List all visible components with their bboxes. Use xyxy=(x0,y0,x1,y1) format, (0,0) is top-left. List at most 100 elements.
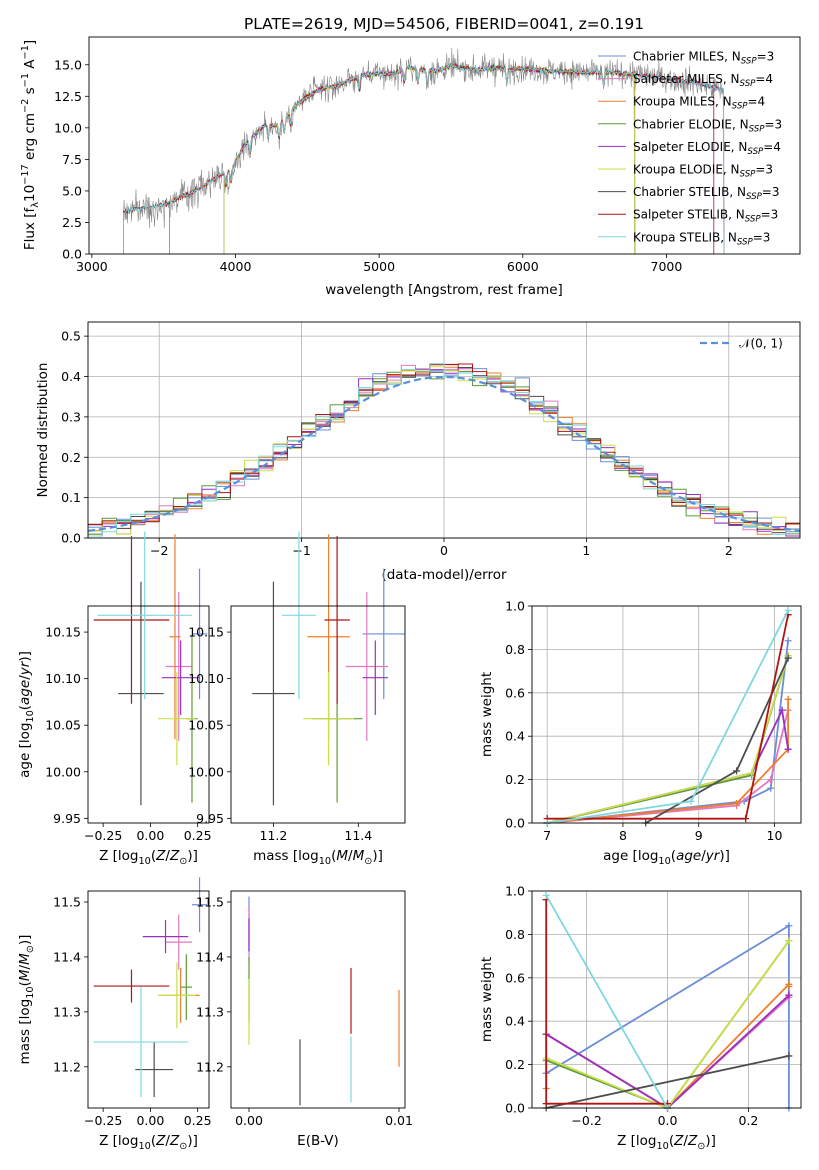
y-tick-label: 12.5 xyxy=(54,89,82,104)
x-tick-label: −0.25 xyxy=(84,828,122,843)
x-tick-label: 3000 xyxy=(76,259,108,274)
x-tick-label: 10 xyxy=(767,828,783,843)
legend-entry: Salpeter ELODIE, NSSP=4 xyxy=(633,140,781,157)
histogram-y-label: Normed distribution xyxy=(35,363,51,498)
y-tick-label: 0.4 xyxy=(505,1014,525,1029)
age-vs-metallicity-y-label: age [log10(age/yr)] xyxy=(17,651,36,778)
x-tick-label: 0.00 xyxy=(235,1113,263,1128)
y-tick-label: 10.05 xyxy=(45,718,81,733)
weight-vs-age-x-label: age [log10(age/yr)] xyxy=(603,848,730,867)
y-tick-label: 10.10 xyxy=(188,671,224,686)
weight-line xyxy=(546,707,789,824)
y-tick-label: 9.95 xyxy=(53,811,81,826)
y-tick-label: 1.0 xyxy=(505,884,525,899)
legend-entry: Kroupa ELODIE, NSSP=3 xyxy=(633,163,773,180)
axes-frame xyxy=(531,605,802,824)
legend-entry: Salpeter MILES, NSSP=4 xyxy=(633,72,773,89)
panel-spectrum xyxy=(85,64,667,258)
x-tick-label: 0.0 xyxy=(658,1113,678,1128)
x-tick-label: 11.4 xyxy=(344,828,372,843)
y-tick-label: 0.0 xyxy=(505,816,525,831)
y-tick-label: 11.5 xyxy=(196,894,224,909)
weight-line xyxy=(547,699,789,824)
panel-mass-vs-metallicity xyxy=(84,901,199,1112)
weight-marker xyxy=(733,767,741,775)
x-tick-label: 2 xyxy=(725,543,733,558)
x-tick-label: −1 xyxy=(292,543,310,558)
y-tick-label: 5.0 xyxy=(62,183,82,198)
weight-vs-age-y-label: mass weight xyxy=(479,672,495,757)
weight-line xyxy=(547,614,789,820)
y-tick-label: 0.8 xyxy=(505,927,525,942)
weight-marker xyxy=(733,799,741,807)
legend-entry: 𝒩(0, 1) xyxy=(739,337,783,351)
y-tick-label: 11.3 xyxy=(196,1004,224,1019)
x-tick-label: −0.2 xyxy=(571,1113,601,1128)
x-tick-label: 1 xyxy=(582,543,590,558)
y-tick-label: 11.3 xyxy=(53,1004,81,1019)
y-tick-label: 10.05 xyxy=(188,718,224,733)
legend-entry: Salpeter STELIB, NSSP=3 xyxy=(633,208,778,225)
x-tick-label: 0.25 xyxy=(184,828,212,843)
y-tick-label: 0.4 xyxy=(505,729,525,744)
weight-marker xyxy=(784,745,792,753)
y-tick-label: 11.2 xyxy=(53,1059,81,1074)
axes-frame xyxy=(230,890,406,1109)
panel-mass-vs-extinction xyxy=(227,901,400,1112)
weight-marker xyxy=(784,654,792,662)
legend-entry: Chabrier ELODIE, NSSP=3 xyxy=(633,117,782,134)
weight-marker xyxy=(785,922,793,930)
spectrum-model-line xyxy=(223,64,636,254)
weight-marker xyxy=(542,891,550,899)
axes-frame xyxy=(87,321,801,539)
axes-frame xyxy=(87,890,210,1109)
x-tick-label: −2 xyxy=(150,543,168,558)
y-tick-label: 10.0 xyxy=(54,120,82,135)
spectrum-model-line xyxy=(223,62,636,254)
axes-frame xyxy=(88,36,801,255)
x-tick-label: 11.2 xyxy=(260,828,288,843)
y-tick-label: 0.8 xyxy=(505,642,525,657)
y-tick-label: 0.4 xyxy=(61,369,81,384)
legend-entry: Chabrier STELIB, NSSP=3 xyxy=(633,185,780,202)
y-tick-label: 0.2 xyxy=(61,450,81,465)
y-tick-label: 0.5 xyxy=(61,329,81,344)
panel-age-vs-mass xyxy=(227,631,359,827)
y-tick-label: 11.5 xyxy=(53,894,81,909)
weight-marker xyxy=(785,982,793,990)
y-tick-label: 2.5 xyxy=(62,215,82,230)
spectrum-y-label: Flux [fλ10−17 erg cm−2 s−1 A−1] xyxy=(20,40,41,250)
spectrum-model-line xyxy=(168,64,725,254)
y-tick-label: 0.2 xyxy=(505,772,525,787)
weight-marker xyxy=(742,815,750,823)
x-tick-label: 7000 xyxy=(651,259,683,274)
mass-vs-extinction-x-label: E(B-V) xyxy=(297,1133,339,1149)
y-tick-label: 10.10 xyxy=(45,671,81,686)
weight-vs-metallicity-y-label: mass weight xyxy=(479,957,495,1042)
axes-frame xyxy=(87,605,210,824)
y-tick-label: 11.4 xyxy=(196,949,224,964)
weight-marker xyxy=(784,637,792,645)
y-tick-label: 0.3 xyxy=(61,409,81,424)
spectrum-model-line xyxy=(168,64,636,254)
weight-marker xyxy=(785,991,793,999)
weight-marker xyxy=(687,797,695,805)
panel-age-vs-metallicity xyxy=(84,631,199,827)
weight-marker xyxy=(784,606,792,614)
mass-vs-metallicity-x-label: Z [log10(Z/Z⊙)] xyxy=(99,1133,198,1152)
x-tick-label: 4000 xyxy=(220,259,252,274)
weight-marker xyxy=(748,769,756,777)
x-tick-label: 8 xyxy=(619,828,627,843)
spectrum-x-label: wavelength [Angstrom, rest frame] xyxy=(325,282,563,298)
x-tick-label: 0.00 xyxy=(136,1113,164,1128)
weight-marker xyxy=(778,706,786,714)
legend-entry: Chabrier MILES, NSSP=3 xyxy=(633,50,774,67)
y-tick-label: 7.5 xyxy=(62,152,82,167)
y-tick-label: 0.1 xyxy=(61,490,81,505)
legend-entry: Kroupa STELIB, NSSP=3 xyxy=(633,230,770,247)
y-tick-label: 10.15 xyxy=(45,625,81,640)
spectrum-model-line xyxy=(123,64,725,254)
x-tick-label: 0.25 xyxy=(184,1113,212,1128)
x-tick-label: 6000 xyxy=(507,259,539,274)
